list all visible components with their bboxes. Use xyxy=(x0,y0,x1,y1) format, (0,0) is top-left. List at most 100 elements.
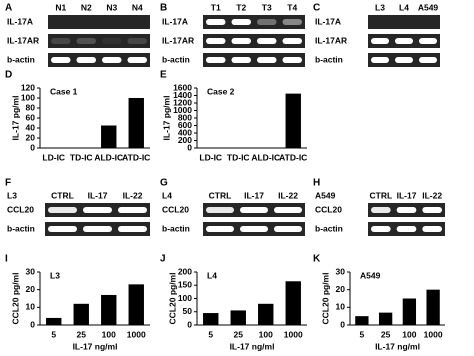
band xyxy=(83,207,112,213)
lane-label: IL-22 xyxy=(123,190,143,200)
y-tick-label: 0 xyxy=(30,142,35,152)
panel-letter: H xyxy=(313,178,320,189)
bar xyxy=(402,298,417,325)
x-tick-label: 5 xyxy=(51,329,56,339)
bar xyxy=(378,312,393,325)
bar xyxy=(285,281,301,325)
bar xyxy=(101,294,117,325)
panel-letter: F xyxy=(5,178,11,189)
band xyxy=(257,19,277,25)
panel-letter: D xyxy=(5,70,12,81)
band xyxy=(371,226,391,232)
lane-label: L4 xyxy=(399,2,409,12)
bar xyxy=(128,284,144,325)
annotation: L4 xyxy=(207,270,217,280)
y-tick-label: 600 xyxy=(178,120,192,130)
y-tick-label: 0 xyxy=(340,319,345,329)
band xyxy=(206,226,234,232)
lane-label: T2 xyxy=(236,2,246,12)
band xyxy=(422,226,442,232)
band xyxy=(127,57,147,63)
lane-label: N3 xyxy=(106,2,117,12)
annotation: A549 xyxy=(360,270,381,280)
y-axis-label: IL-17 pg/ml xyxy=(10,96,20,141)
panel-letter: B xyxy=(160,3,167,14)
x-tick-label: TD-IC xyxy=(70,152,93,162)
x-tick-label: ALD-IC xyxy=(251,152,280,162)
band xyxy=(257,57,277,63)
lane-label: IL-17 xyxy=(244,190,264,200)
y-axis-label: IL-17 pg/ml xyxy=(161,96,171,141)
panel-letter: K xyxy=(313,254,321,265)
band xyxy=(231,38,251,44)
y-tick-label: 800 xyxy=(178,112,192,122)
band xyxy=(231,19,251,25)
y-tick-label: 60 xyxy=(26,112,36,122)
row-label: b-actin xyxy=(7,223,35,233)
y-tick-label: 1600 xyxy=(173,82,192,92)
x-tick-label: 1000 xyxy=(424,329,443,339)
x-tick-label: 100 xyxy=(402,329,416,339)
gel xyxy=(48,15,150,29)
y-tick-label: 1000 xyxy=(173,105,192,115)
y-axis-label: CCL20 pg/ml xyxy=(167,273,177,325)
row-label: b-actin xyxy=(162,223,190,233)
band xyxy=(118,226,147,232)
band xyxy=(240,226,268,232)
bar xyxy=(101,125,117,148)
x-tick-label: 25 xyxy=(381,329,391,339)
band xyxy=(206,38,226,44)
band xyxy=(206,57,226,63)
lane-label: N4 xyxy=(132,2,143,12)
y-tick-label: 50 xyxy=(183,306,193,316)
y-axis-label: CCL20 pg/ml xyxy=(320,273,330,325)
y-tick-label: 0 xyxy=(30,319,35,329)
y-tick-label: 200 xyxy=(178,135,192,145)
band xyxy=(371,38,389,44)
band xyxy=(76,38,96,44)
gel xyxy=(48,53,150,67)
y-tick-label: 1200 xyxy=(173,97,192,107)
lane-label: IL-22 xyxy=(422,190,442,200)
row-label: IL-17A xyxy=(315,16,341,26)
band xyxy=(127,38,147,44)
panel-letter: A xyxy=(5,3,12,14)
row-label: b-actin xyxy=(7,54,35,64)
band xyxy=(371,207,391,213)
panel-letter: J xyxy=(160,254,166,265)
lane-label: IL-17 xyxy=(397,190,417,200)
band xyxy=(206,207,234,213)
lane-label: IL-17 xyxy=(88,190,108,200)
y-tick-label: 20 xyxy=(26,284,36,294)
panel-letter: I xyxy=(5,254,8,265)
x-tick-label: 25 xyxy=(234,329,244,339)
x-tick-label: ALD-IC xyxy=(94,152,123,162)
row-label: CCL20 xyxy=(315,204,342,214)
band xyxy=(118,207,147,213)
lane-label: CTRL xyxy=(209,190,232,200)
band xyxy=(76,57,96,63)
bar xyxy=(285,93,301,148)
row-label: IL-17A xyxy=(162,16,188,26)
band xyxy=(240,207,268,213)
band xyxy=(396,226,417,232)
band xyxy=(48,226,77,232)
bar xyxy=(46,317,62,325)
lane-label: T1 xyxy=(211,2,221,12)
y-tick-label: 10 xyxy=(26,302,36,312)
row-label: b-actin xyxy=(162,54,190,64)
lane-label: T4 xyxy=(287,2,297,12)
y-tick-label: 20 xyxy=(26,132,36,142)
band xyxy=(83,226,112,232)
band xyxy=(395,38,413,44)
y-tick-label: 200 xyxy=(178,266,192,276)
bar xyxy=(230,310,246,325)
band xyxy=(102,57,122,63)
band xyxy=(257,38,277,44)
band xyxy=(231,57,251,63)
row-label: IL-17AR xyxy=(7,35,39,45)
y-tick-label: 0 xyxy=(187,319,192,329)
y-tick-label: 0 xyxy=(187,142,192,152)
annotation: L3 xyxy=(50,270,60,280)
